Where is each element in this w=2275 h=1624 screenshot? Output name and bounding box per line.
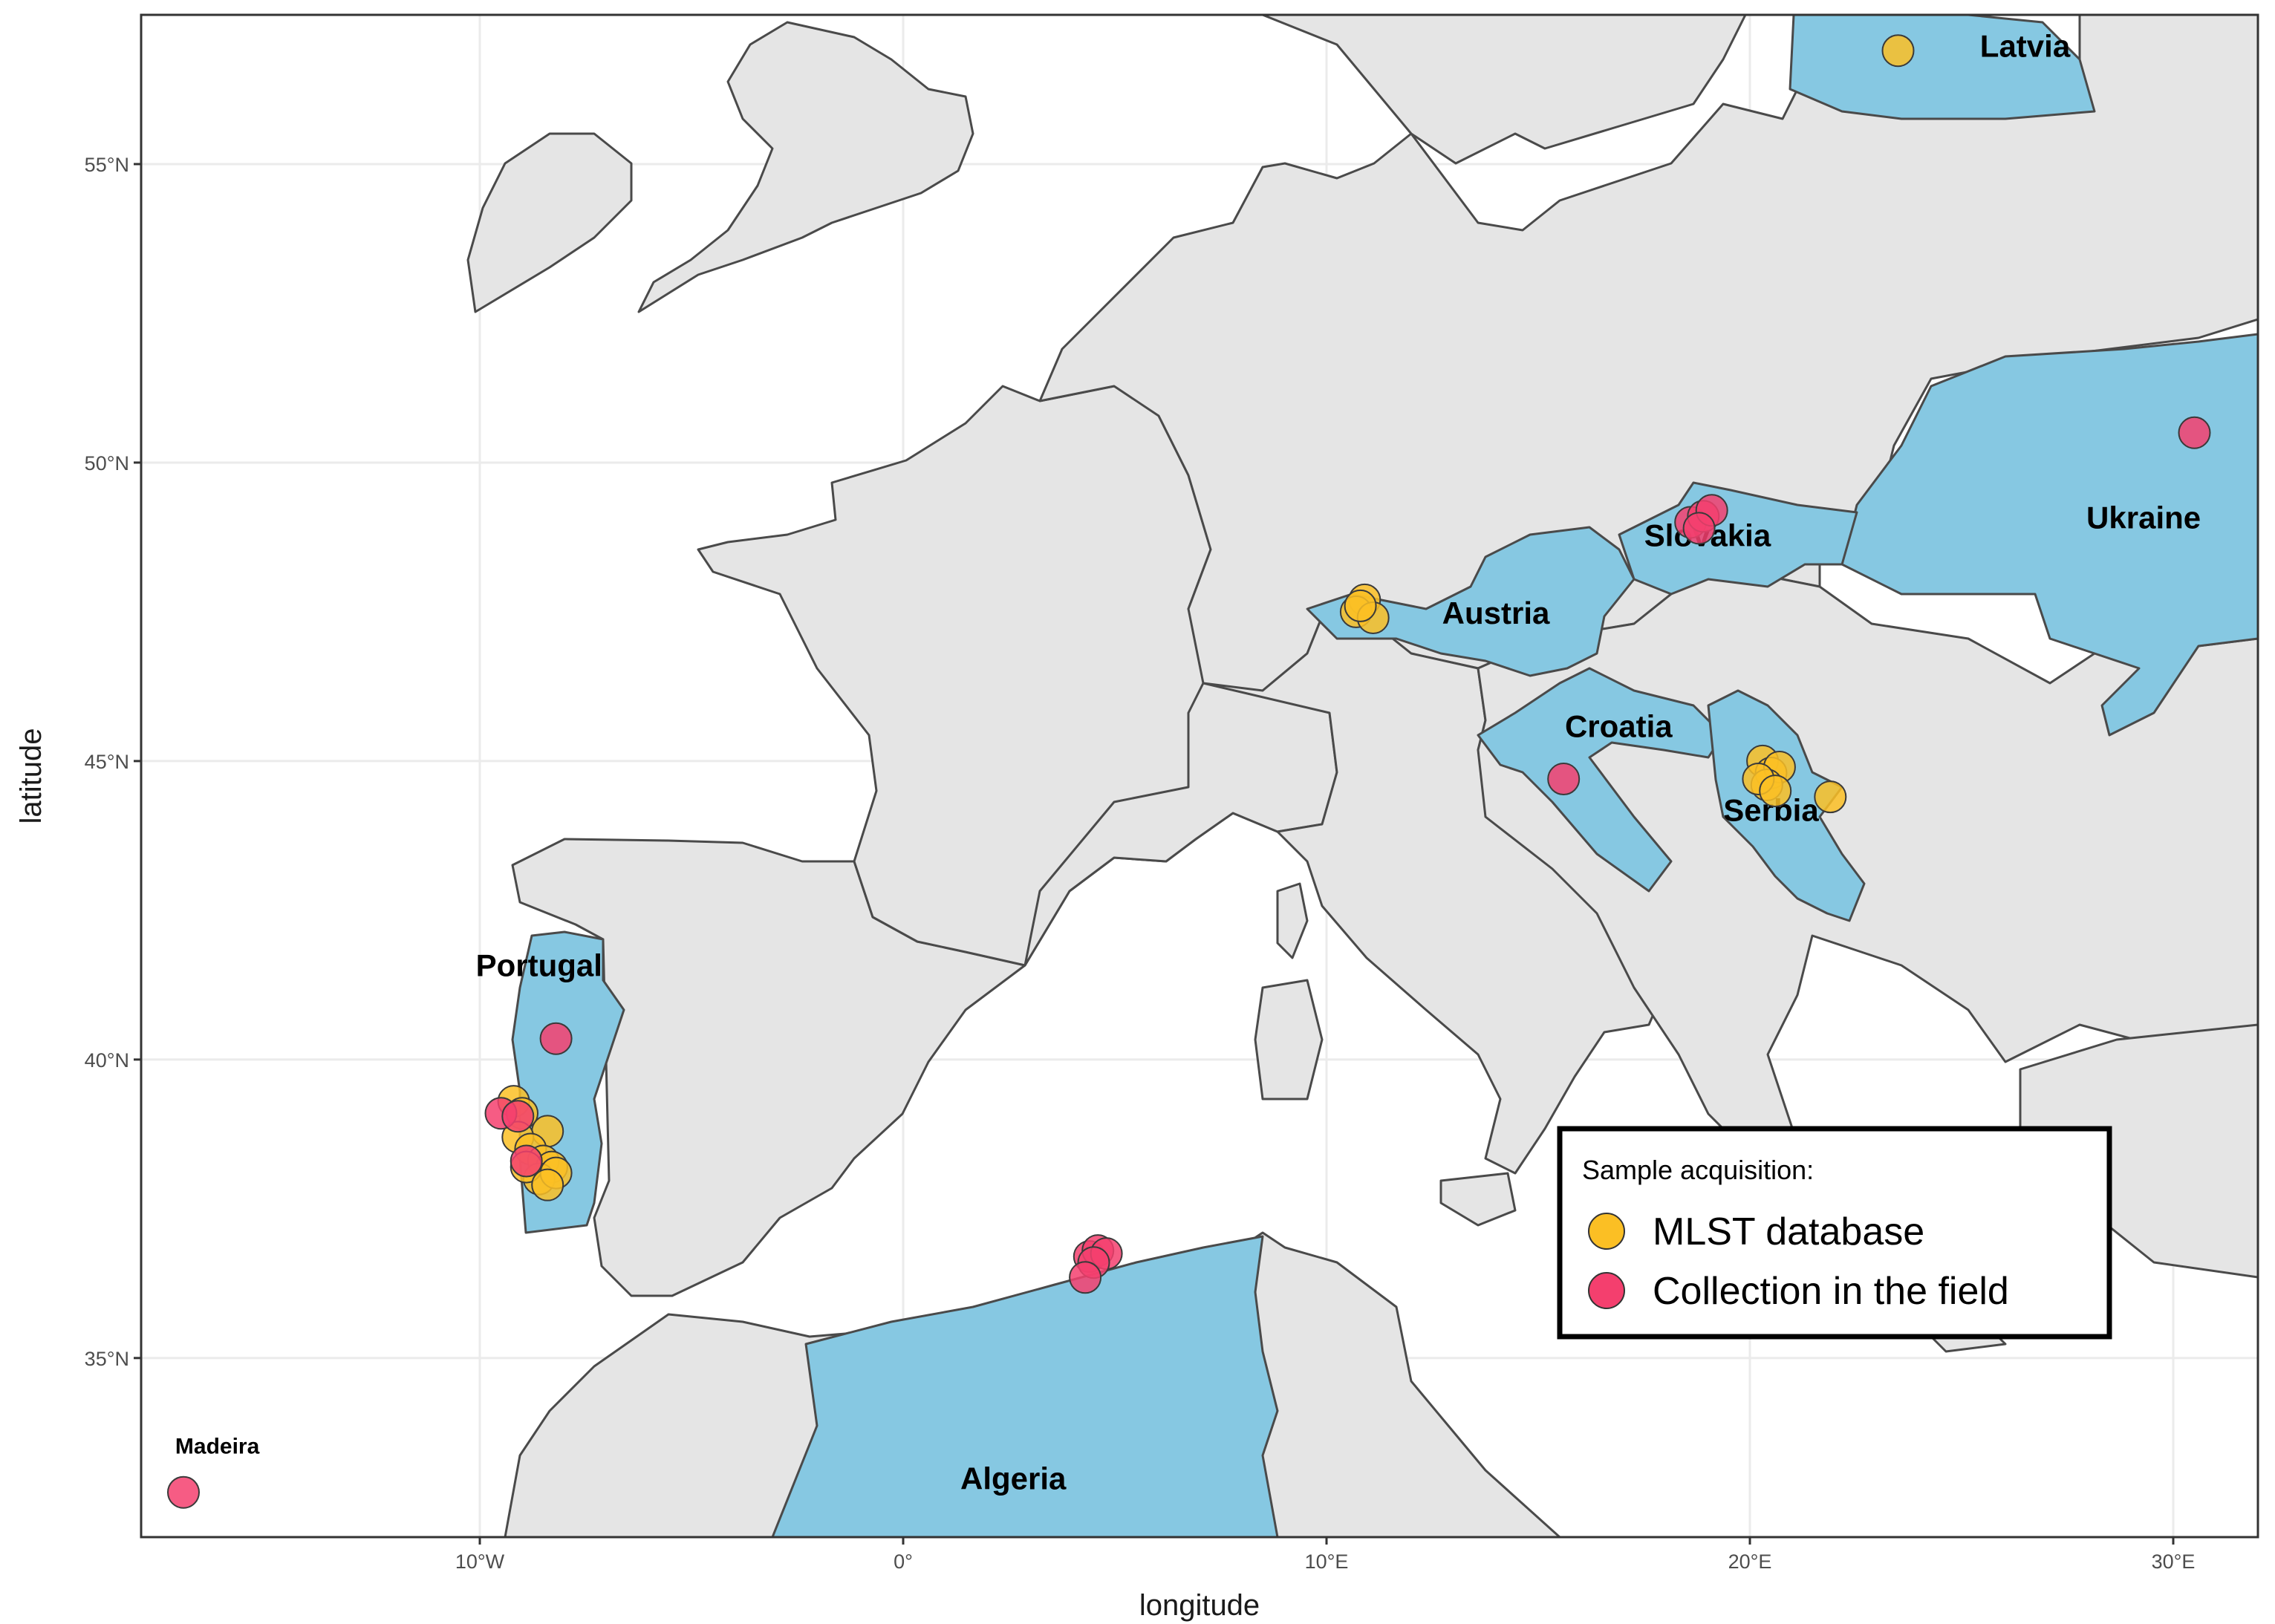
y-axis-title: latitude	[15, 728, 48, 824]
plot-panel-border	[140, 13, 2259, 1539]
x-axis-title: longitude	[1139, 1589, 1260, 1622]
mlst-point-10	[1814, 780, 1847, 814]
mlst-point-0	[1881, 34, 1915, 68]
x-tick-label-1: 0°	[894, 1550, 913, 1573]
country-label-portugal: Portugal	[476, 948, 602, 982]
land-italy	[1202, 615, 1673, 1175]
mlst-point-22	[531, 1168, 564, 1201]
land-ireland	[466, 132, 633, 313]
land-corsica	[1276, 882, 1309, 959]
country-label-austria: Austria	[1442, 596, 1550, 630]
country-austria	[1306, 526, 1636, 677]
legend: Sample acquisition: MLST database Collec…	[1557, 1126, 2112, 1340]
country-ukraine	[1840, 333, 2258, 737]
field-point-9	[539, 1022, 573, 1055]
x-tick-label-0: 10°W	[455, 1550, 505, 1573]
land-great-britain	[637, 21, 974, 313]
legend-mlst-label: MLST database	[1653, 1210, 1924, 1253]
legend-field-label: Collection in the field	[1653, 1270, 2009, 1313]
y-tick-label-1: 40°N	[85, 1049, 129, 1072]
y-tick-label-4: 55°N	[85, 154, 129, 176]
legend-title: Sample acquisition:	[1582, 1155, 1814, 1185]
y-axis: 35°N 40°N 45°N 50°N 55°N	[85, 154, 141, 1370]
country-labels: LatviaUkraineSlovakiaAustriaCroatiaSerbi…	[175, 28, 2201, 1496]
land-spain	[511, 838, 1026, 1297]
field-point-15	[167, 1475, 200, 1509]
x-tick-label-3: 20°E	[1728, 1550, 1772, 1573]
x-tick-label-4: 30°E	[2152, 1550, 2196, 1573]
field-point-0	[2178, 416, 2211, 449]
sample-points	[167, 34, 2211, 1509]
country-latvia	[1789, 15, 2096, 120]
land-sardinia	[1254, 979, 1324, 1100]
y-tick-label-2: 45°N	[85, 751, 129, 773]
y-tick-label-3: 50°N	[85, 452, 129, 475]
field-point-7	[501, 1100, 535, 1133]
land-scandinavia	[1261, 15, 1747, 165]
country-label-algeria: Algeria	[960, 1461, 1067, 1496]
y-tick-label-0: 35°N	[85, 1348, 129, 1370]
legend-field-swatch	[1588, 1272, 1625, 1309]
field-point-5	[1547, 763, 1581, 796]
x-axis: 10°W 0° 10°E 20°E 30°E	[455, 1537, 2196, 1573]
mlst-point-4	[1344, 589, 1377, 622]
country-label-croatia: Croatia	[1565, 709, 1673, 744]
field-point-14	[1069, 1261, 1102, 1294]
country-label-ukraine: Ukraine	[2086, 500, 2201, 535]
country-slovakia	[1618, 481, 1858, 596]
x-tick-label-2: 10°E	[1305, 1550, 1349, 1573]
legend-mlst-swatch	[1588, 1213, 1625, 1250]
country-label-latvia: Latvia	[1980, 28, 2071, 63]
field-point-4	[1682, 512, 1716, 545]
country-label-madeira: Madeira	[175, 1434, 260, 1458]
mlst-point-11	[1759, 775, 1792, 808]
legend-box	[1557, 1126, 2112, 1340]
country-algeria	[771, 1235, 1279, 1537]
highlighted-countries-layer	[511, 15, 2258, 1537]
country-serbia	[1707, 689, 1866, 922]
land-sicily	[1439, 1172, 1517, 1227]
country-croatia	[1477, 667, 1725, 893]
field-point-8	[510, 1144, 543, 1178]
